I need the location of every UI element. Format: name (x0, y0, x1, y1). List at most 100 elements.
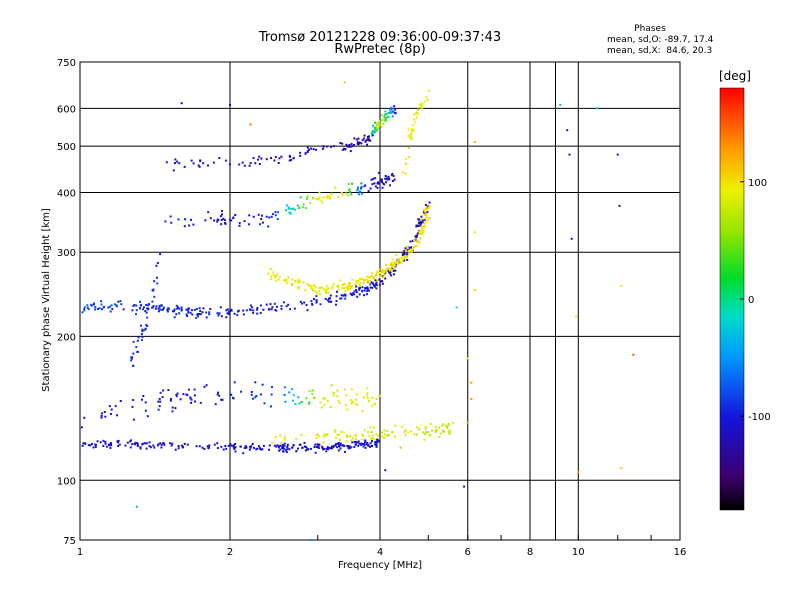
data-point (325, 447, 328, 450)
data-point (407, 249, 410, 252)
data-point (391, 172, 394, 175)
data-point (356, 189, 358, 192)
data-point (570, 237, 573, 240)
x-tick-label: 2 (227, 547, 233, 558)
data-point (145, 311, 148, 314)
data-point (340, 191, 343, 194)
data-point (256, 312, 259, 315)
data-point (473, 231, 476, 234)
data-point (359, 286, 361, 289)
data-point (346, 445, 349, 447)
data-point (466, 421, 469, 424)
data-point (418, 241, 421, 244)
data-point (234, 443, 237, 445)
data-point (187, 388, 190, 391)
data-point (319, 401, 322, 404)
data-point (259, 312, 262, 314)
data-point (368, 135, 370, 138)
data-point (428, 201, 431, 204)
data-point (227, 310, 230, 313)
data-point (287, 206, 290, 209)
data-point (315, 446, 318, 448)
data-point (292, 207, 295, 210)
data-point (355, 403, 358, 406)
data-point (418, 428, 421, 431)
data-point (298, 402, 301, 405)
data-point (262, 444, 265, 447)
data-point (252, 215, 255, 218)
data-point (413, 113, 416, 116)
data-points (80, 81, 635, 541)
data-point (359, 278, 362, 280)
data-point (162, 308, 165, 311)
data-point (136, 339, 139, 342)
data-point (390, 265, 393, 268)
data-point (420, 218, 423, 221)
data-point (274, 276, 276, 279)
data-point (113, 303, 116, 306)
data-point (344, 286, 347, 289)
data-point (265, 303, 268, 306)
data-point (369, 187, 372, 190)
data-point (421, 225, 424, 228)
data-point (335, 437, 337, 439)
data-point (369, 276, 372, 279)
data-point (187, 307, 190, 310)
data-point (367, 190, 370, 193)
data-point (271, 442, 274, 444)
data-point (376, 129, 378, 132)
data-point (337, 399, 340, 402)
data-point (280, 307, 283, 310)
data-point (178, 307, 181, 310)
data-point (152, 288, 155, 291)
y-tick-label: 200 (57, 332, 76, 343)
data-point (132, 364, 134, 367)
data-point (393, 263, 396, 266)
data-point (351, 441, 354, 444)
data-point (251, 443, 254, 445)
data-point (260, 304, 262, 307)
data-point (349, 284, 352, 286)
data-point (373, 284, 375, 287)
data-point (139, 304, 142, 307)
data-point (410, 134, 412, 137)
data-point (405, 245, 408, 248)
data-point (385, 181, 388, 184)
data-point (341, 148, 344, 151)
data-point (372, 177, 375, 180)
data-point (383, 429, 386, 432)
data-point (376, 270, 379, 273)
data-point (428, 217, 431, 220)
data-point (426, 98, 429, 101)
data-point (313, 298, 315, 300)
data-point (413, 239, 416, 242)
data-point (216, 393, 219, 396)
data-point (414, 235, 417, 238)
data-point (378, 278, 381, 281)
data-point (141, 398, 143, 401)
data-point (209, 308, 212, 310)
data-point (361, 410, 364, 413)
data-point (289, 308, 292, 311)
data-point (407, 431, 410, 434)
data-point (417, 218, 420, 221)
data-point (377, 181, 380, 184)
data-point (221, 398, 224, 401)
y-tick-label: 500 (57, 142, 76, 153)
data-point (386, 116, 389, 119)
data-point (194, 400, 197, 403)
data-point (179, 398, 182, 401)
data-point (104, 440, 107, 443)
data-point (305, 197, 308, 200)
data-point (269, 405, 272, 408)
data-point (425, 95, 428, 98)
data-point (346, 287, 349, 290)
data-point (170, 221, 173, 224)
data-point (384, 175, 387, 177)
data-point (176, 307, 179, 310)
data-point (385, 430, 388, 433)
data-point (366, 143, 368, 146)
y-tick-label: 600 (57, 104, 76, 115)
data-point (153, 280, 156, 283)
data-point (205, 316, 208, 319)
